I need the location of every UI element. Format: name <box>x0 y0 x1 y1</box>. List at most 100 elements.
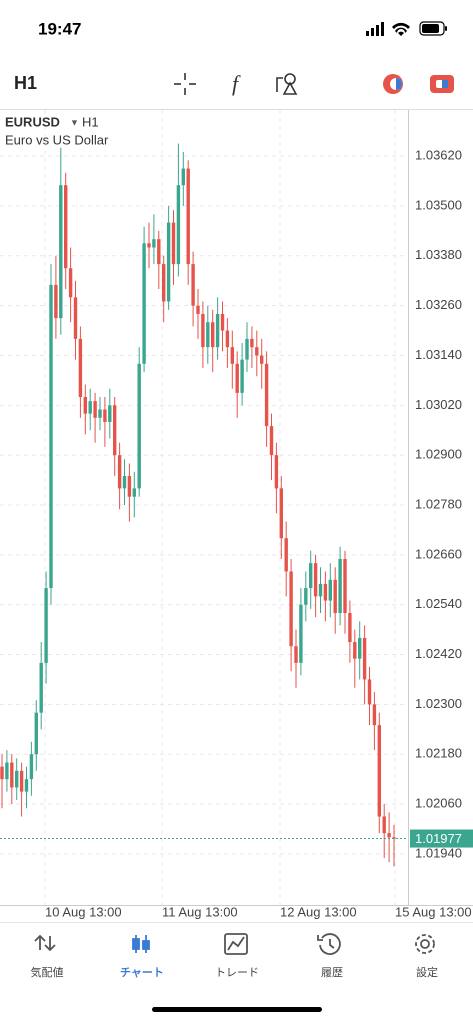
candle-body <box>206 322 210 348</box>
y-tick-label: 1.02780 <box>415 496 462 511</box>
candle-body <box>255 347 259 356</box>
candle-body <box>362 637 367 680</box>
y-tick-label: 1.03380 <box>415 247 462 262</box>
candle-body <box>157 239 161 265</box>
candle-body <box>240 359 244 393</box>
tab-label[interactable]: トレード <box>215 967 259 979</box>
candle-body <box>162 264 166 302</box>
candle-body <box>338 559 342 614</box>
x-tick-label: 11 Aug 13:00 <box>162 904 238 919</box>
candle-body <box>367 679 372 705</box>
candle-body <box>348 613 352 643</box>
y-tick-label: 1.03140 <box>415 347 462 362</box>
tab-bar: 気配値 チャート トレード 履歴 設定 <box>31 965 439 979</box>
candle-body <box>284 538 288 572</box>
account-icon[interactable] <box>383 74 403 94</box>
y-tick-label: 1.02300 <box>415 696 462 711</box>
candle-body <box>358 637 362 659</box>
candle-body <box>29 754 34 780</box>
candle-body <box>108 405 112 422</box>
candle-body <box>68 268 73 298</box>
candle-body <box>132 488 136 497</box>
candle-body <box>392 837 396 839</box>
candle-body <box>260 355 264 364</box>
candle-body <box>142 243 146 364</box>
candle-body <box>73 297 78 339</box>
candle-body <box>181 168 185 186</box>
candle-body <box>235 363 239 393</box>
x-tick-label: 15 Aug 13:00 <box>395 904 472 919</box>
chart-timeframe: H1 <box>82 114 99 129</box>
candle-body <box>264 363 269 427</box>
candle-body <box>333 579 337 614</box>
candle-body <box>93 401 97 418</box>
candle-body <box>24 779 29 792</box>
candle-body <box>323 583 328 601</box>
candle-body <box>39 662 43 713</box>
home-indicator <box>152 1007 322 1012</box>
y-tick-label: 1.02060 <box>415 796 462 811</box>
candle-body <box>343 559 347 614</box>
y-tick-label: 1.03260 <box>415 297 462 312</box>
candle-body <box>377 725 381 817</box>
symbol-header: EURUSD ▼ H1 Euro vs US Dollar <box>5 114 109 147</box>
candle-body <box>19 770 24 792</box>
candle-body <box>245 338 249 360</box>
candle-body <box>166 222 171 302</box>
candle-body <box>313 563 318 597</box>
symbol[interactable]: EURUSD <box>5 114 60 129</box>
y-tick-label: 1.02900 <box>415 447 462 462</box>
candle-body <box>98 409 102 418</box>
candle-body <box>372 704 377 726</box>
candle-body <box>117 455 122 489</box>
candle-body <box>353 642 357 659</box>
candle-body <box>269 426 274 456</box>
candle-body <box>328 579 332 601</box>
current-price-label: 1.01977 <box>415 831 462 846</box>
candle-body <box>113 405 117 456</box>
candle-body <box>176 185 181 265</box>
objects-button[interactable] <box>276 73 298 95</box>
candle-body <box>215 313 220 348</box>
candle-body <box>152 239 156 248</box>
candle-body <box>78 338 83 398</box>
symbol-description: Euro vs US Dollar <box>5 132 109 147</box>
candle-body <box>294 646 298 663</box>
y-tick-label: 1.02660 <box>415 546 462 561</box>
candle-body <box>171 222 176 265</box>
candle-body <box>382 816 386 834</box>
candle-body <box>220 313 225 331</box>
y-tick-label: 1.03020 <box>415 397 462 412</box>
trade-icon[interactable] <box>430 75 454 93</box>
timeframe-button[interactable]: H1 <box>14 73 37 93</box>
candle-body <box>201 313 205 348</box>
y-tick-label: 1.02420 <box>415 646 462 661</box>
candle-body <box>5 762 9 780</box>
axes: 1.03620 1.03500 1.03380 1.03260 1.03140 1.030… <box>45 148 473 919</box>
status-time: 19:47 <box>38 19 81 38</box>
candle-body <box>34 712 38 755</box>
candle-body <box>88 401 92 414</box>
tab-label[interactable]: 気配値 <box>31 965 64 979</box>
tab-label[interactable]: チャート <box>120 966 164 979</box>
candle-body <box>225 330 230 348</box>
candle-body <box>387 833 391 838</box>
candle-body <box>64 185 68 269</box>
candle-body <box>279 488 283 539</box>
candle-body <box>309 563 313 589</box>
candle-body <box>299 604 303 663</box>
candle-body <box>10 762 14 788</box>
indicators-button[interactable]: f <box>232 71 241 96</box>
crosshair-button[interactable] <box>174 73 196 95</box>
y-tick-label: 1.01940 <box>415 845 462 860</box>
tab-label[interactable]: 設定 <box>416 965 438 979</box>
current-price-box <box>410 829 473 848</box>
candle-body <box>186 168 190 265</box>
candle-body <box>127 475 132 497</box>
tab-label[interactable]: 履歴 <box>321 966 343 979</box>
status-icons <box>366 21 447 36</box>
dropdown-arrow: ▼ <box>70 117 79 127</box>
y-tick-label: 1.02540 <box>415 596 462 611</box>
